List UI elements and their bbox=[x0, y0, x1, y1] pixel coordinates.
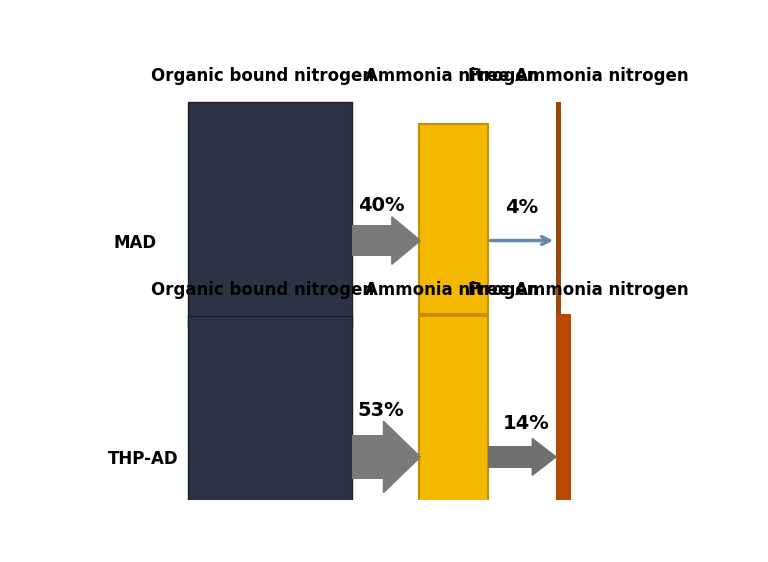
Text: Ammonia nitrogen: Ammonia nitrogen bbox=[365, 67, 538, 85]
Text: Ammonia nitrogen: Ammonia nitrogen bbox=[365, 281, 538, 299]
Polygon shape bbox=[392, 217, 420, 264]
Bar bbox=[419, 124, 488, 314]
Text: 40%: 40% bbox=[358, 196, 405, 215]
Text: Free Ammonia nitrogen: Free Ammonia nitrogen bbox=[468, 281, 688, 299]
Polygon shape bbox=[383, 421, 420, 493]
Bar bbox=[188, 316, 352, 541]
Text: THP-AD: THP-AD bbox=[108, 450, 178, 468]
Text: 14%: 14% bbox=[502, 414, 549, 433]
Text: Organic bound nitrogen: Organic bound nitrogen bbox=[151, 281, 374, 299]
Bar bbox=[352, 435, 383, 479]
Bar bbox=[352, 225, 392, 256]
Polygon shape bbox=[532, 438, 556, 475]
Bar bbox=[488, 446, 532, 468]
Bar bbox=[556, 314, 571, 537]
Text: 4%: 4% bbox=[505, 198, 538, 217]
Text: MAD: MAD bbox=[114, 234, 157, 252]
Bar bbox=[419, 316, 488, 533]
Bar bbox=[188, 102, 352, 327]
Bar bbox=[556, 102, 561, 329]
Text: 53%: 53% bbox=[358, 401, 405, 420]
Text: Free Ammonia nitrogen: Free Ammonia nitrogen bbox=[468, 67, 688, 85]
Text: Organic bound nitrogen: Organic bound nitrogen bbox=[151, 67, 374, 85]
